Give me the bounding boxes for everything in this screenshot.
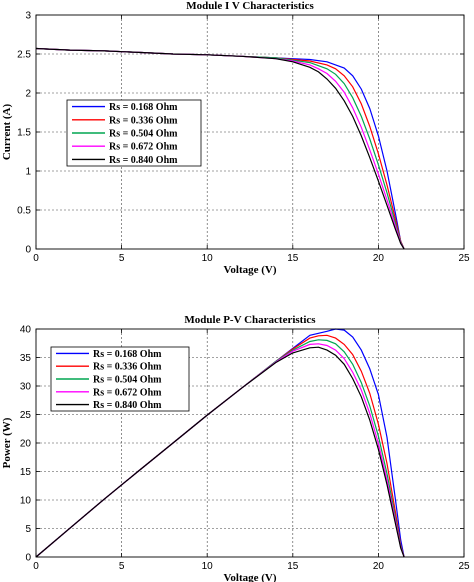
x-axis-label: Voltage (V)	[223, 572, 276, 582]
legend-label-1: Rs = 0.168 Ohm	[109, 102, 178, 113]
y-tick-label: 35	[20, 353, 32, 364]
chart-title: Module I V Characteristics	[186, 0, 314, 12]
chart-1: 0 5 10 15 20 25 0 0.5 1 1.5 2 2.5 3 Module I V Charac…	[1, 0, 470, 276]
x-tick-label: 20	[373, 561, 385, 572]
x-tick-label: 5	[119, 561, 125, 572]
x-tick-label: 10	[202, 561, 214, 572]
series-line-5	[35, 47, 405, 250]
y-tick-label: 15	[20, 467, 32, 478]
y-tick-label: 0.5	[17, 206, 31, 217]
plot-frame	[35, 14, 465, 250]
series-line-5	[35, 346, 405, 558]
y-tick-label: 30	[20, 382, 32, 393]
legend-label-1: Rs = 0.168 Ohm	[93, 349, 162, 360]
legend-label-4: Rs = 0.672 Ohm	[93, 387, 162, 398]
legend-label-2: Rs = 0.336 Ohm	[93, 362, 162, 373]
legend-label-5: Rs = 0.840 Ohm	[109, 155, 178, 166]
legend: Rs = 0.168 Ohm Rs = 0.336 Ohm Rs = 0.504 O…	[50, 346, 190, 412]
plot-frame	[35, 328, 465, 558]
y-tick-label: 2	[25, 89, 31, 100]
legend-label-3: Rs = 0.504 Ohm	[109, 129, 178, 140]
y-tick-label: 20	[20, 439, 32, 450]
y-tick-label: 0	[25, 245, 31, 256]
x-tick-label: 20	[373, 253, 385, 264]
legend-label-4: Rs = 0.672 Ohm	[109, 142, 178, 153]
x-tick-label: 15	[287, 561, 299, 572]
y-tick-label: 25	[20, 410, 32, 421]
x-tick-label: 0	[33, 561, 39, 572]
x-tick-label: 5	[119, 253, 125, 264]
legend-label-3: Rs = 0.504 Ohm	[93, 375, 162, 386]
x-tick-label: 15	[287, 253, 299, 264]
y-axis-label: Current (A)	[1, 104, 13, 161]
chart-2: 0 5 10 15 20 25 0 5 10 15 20 25 30 35 40 Module P-V Cha…	[1, 314, 470, 582]
x-tick-label: 10	[202, 253, 214, 264]
x-tick-label: 0	[33, 253, 39, 264]
y-tick-label: 1	[25, 167, 31, 178]
y-tick-label: 40	[20, 325, 32, 336]
y-tick-label: 1.5	[17, 128, 31, 139]
y-tick-label: 3	[25, 11, 31, 22]
legend-label-2: Rs = 0.336 Ohm	[109, 115, 178, 126]
y-axis-label: Power (W)	[1, 417, 13, 468]
y-tick-label: 2.5	[17, 50, 31, 61]
y-tick-label: 5	[25, 524, 31, 535]
x-axis-label: Voltage (V)	[223, 264, 276, 276]
legend-label-5: Rs = 0.840 Ohm	[93, 400, 162, 411]
y-tick-label: 10	[20, 496, 32, 507]
chart-title: Module P-V Characteristics	[184, 314, 316, 326]
x-tick-label: 25	[458, 561, 470, 572]
x-tick-label: 25	[458, 253, 470, 264]
legend: Rs = 0.168 Ohm Rs = 0.336 Ohm Rs = 0.504 O…	[66, 99, 202, 167]
y-tick-label: 0	[25, 553, 31, 564]
